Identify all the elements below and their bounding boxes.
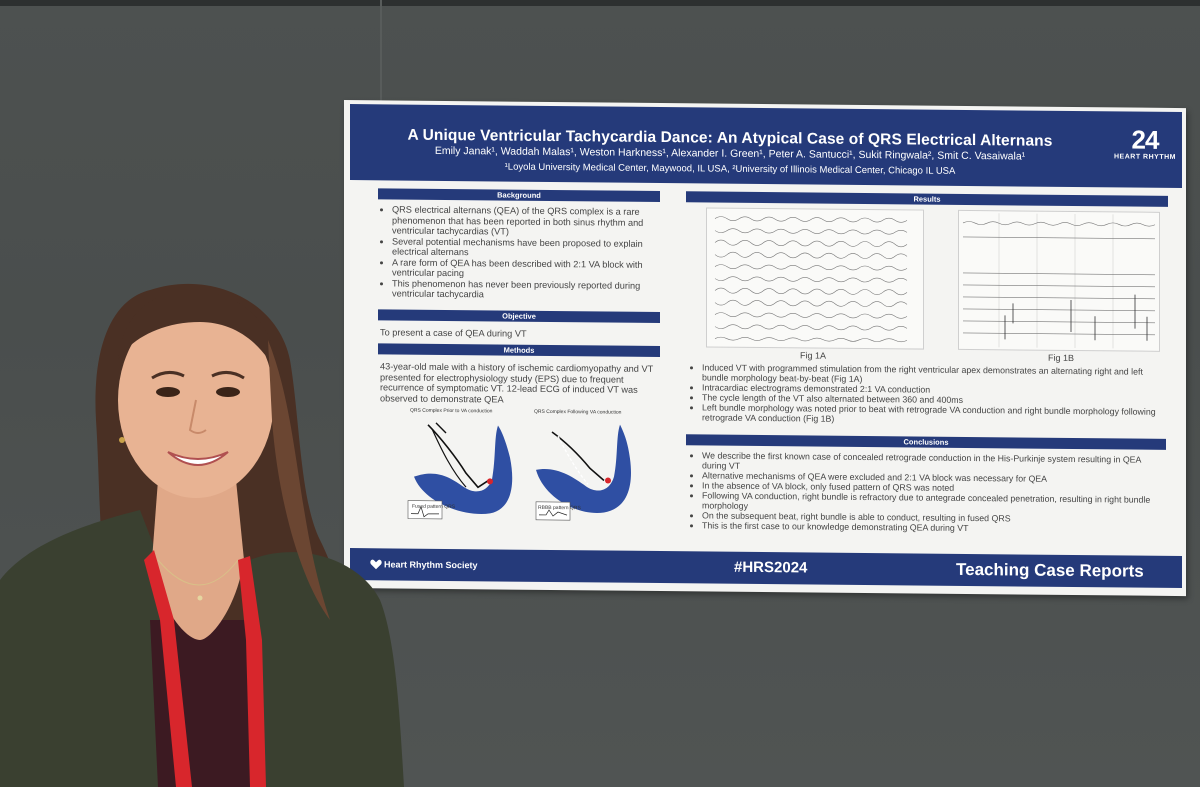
results-item: Left bundle morphology was noted prior t…	[702, 402, 1166, 426]
footer-hashtag: #HRS2024	[734, 558, 808, 577]
figure-1b-label: Fig 1B	[1048, 352, 1075, 364]
background-item: This phenomenon has never been previousl…	[392, 278, 664, 302]
figure-1a-ecg	[706, 207, 924, 350]
left-eye	[156, 387, 180, 397]
objective-text: To present a case of QEA during VT	[380, 327, 527, 339]
wall-seam	[380, 0, 382, 110]
heart-rhythm-society-logo-icon	[370, 559, 382, 570]
poster: A Unique Ventricular Tachycardia Dance: …	[344, 100, 1186, 597]
earring	[119, 437, 125, 443]
right-eye	[216, 387, 240, 397]
background-text: QRS electrical alternans (QEA) of the QR…	[378, 204, 664, 301]
background-item: QRS electrical alternans (QEA) of the QR…	[392, 204, 664, 238]
background-item: A rare form of QEA has been described wi…	[392, 257, 664, 281]
smile	[167, 451, 229, 466]
background-heading: Background	[378, 188, 660, 203]
heart-diagram-right	[535, 424, 631, 521]
logo-number: 24	[1131, 124, 1159, 155]
results-heading: Results	[686, 191, 1168, 207]
hrs24-logo: 24 HEART RHYTHM	[1110, 125, 1180, 176]
ceiling-strip	[0, 0, 1200, 6]
presenter-photo	[0, 283, 404, 787]
heart-diagram-left	[407, 422, 513, 520]
results-text: Induced VT with programmed stimulation f…	[688, 362, 1166, 427]
jacket-right	[230, 552, 404, 787]
figure-1a-label: Fig 1A	[800, 350, 827, 361]
diagram-right-caption: QRS Complex Following VA conduction	[534, 408, 622, 416]
objective-heading: Objective	[378, 309, 660, 324]
necklace	[157, 559, 239, 586]
poster-footer: Heart Rhythm Society #HRS2024 Teaching C…	[350, 548, 1182, 589]
methods-heading: Methods	[378, 343, 660, 358]
lanyard-right	[238, 556, 266, 787]
background-item: Several potential mechanisms have been p…	[392, 236, 664, 260]
conclusions-text: We describe the first known case of conc…	[688, 450, 1166, 535]
lanyard-left	[144, 550, 192, 787]
figure-1b-electrograms	[958, 209, 1160, 352]
footer-teaching-case-reports: Teaching Case Reports	[956, 559, 1144, 581]
conclusions-heading: Conclusions	[686, 434, 1166, 450]
logo-text: HEART RHYTHM	[1114, 153, 1176, 161]
poster-affiliations: ¹Loyola University Medical Center, Maywo…	[504, 161, 956, 177]
poster-banner: A Unique Ventricular Tachycardia Dance: …	[350, 104, 1182, 189]
hair-fringe	[118, 290, 280, 380]
neck	[152, 480, 244, 640]
diagram-right-box-label: RBBB pattern QRS	[538, 504, 581, 512]
diagram-left-caption: QRS Complex Prior to VA conduction	[410, 407, 493, 415]
methods-text: 43-year-old male with a history of ische…	[380, 361, 654, 405]
